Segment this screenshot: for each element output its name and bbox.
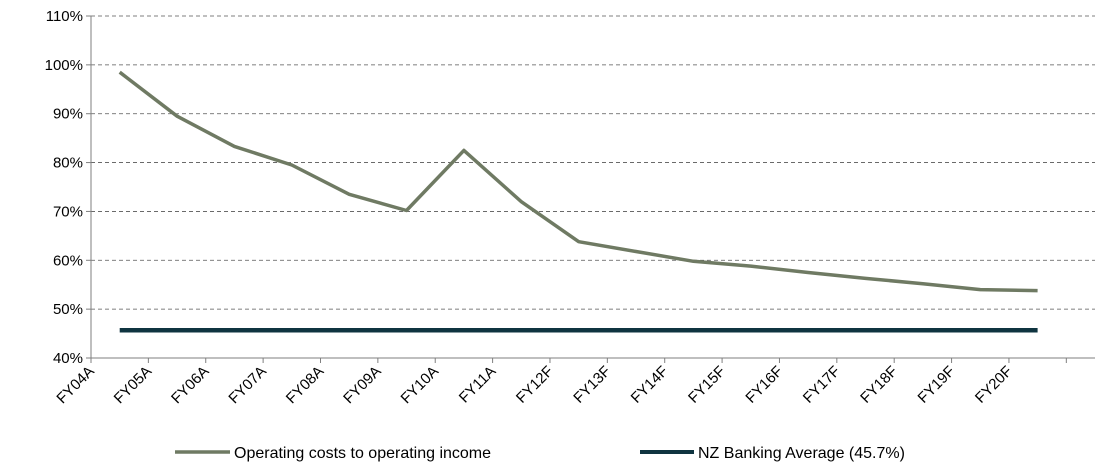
series-lines bbox=[118, 70, 1038, 333]
x-tick-label: FY09A bbox=[340, 363, 384, 407]
legend-entry-operating-costs: Operating costs to operating income bbox=[175, 445, 491, 462]
x-tick-label: FY19F bbox=[915, 363, 959, 407]
legend-entry-nz-banking-average: NZ Banking Average (45.7%) bbox=[640, 445, 905, 462]
x-tick-label: FY05A bbox=[111, 363, 155, 407]
x-tick-label: FY06A bbox=[168, 363, 212, 407]
x-tick-label: FY12F bbox=[513, 363, 557, 407]
x-tick-label: FY04A bbox=[53, 363, 97, 407]
y-tick-label: 90% bbox=[53, 106, 83, 123]
x-tick-label: FY15F bbox=[685, 363, 729, 407]
x-tick-label: FY11A bbox=[456, 363, 500, 407]
y-tick-label: 70% bbox=[53, 203, 83, 220]
x-tick-label: FY17F bbox=[800, 363, 844, 407]
x-tick-label: FY14F bbox=[628, 363, 672, 407]
x-tick-label: FY08A bbox=[283, 363, 327, 407]
y-tick-label: 60% bbox=[53, 252, 83, 269]
legend-label-nz-banking-average: NZ Banking Average (45.7%) bbox=[698, 445, 905, 462]
y-tick-label: 110% bbox=[46, 8, 83, 25]
y-tick-label: 100% bbox=[45, 57, 83, 74]
x-tick-labels: FY04A FY05A FY06A FY07A FY08A FY09A FY10A FY11A… bbox=[53, 358, 1067, 407]
x-tick-label: FY16F bbox=[742, 363, 786, 407]
x-tick-label: FY18F bbox=[857, 363, 901, 407]
y-tick-label: 40% bbox=[53, 350, 83, 367]
axes bbox=[90, 16, 1095, 359]
series-line-operating-costs bbox=[118, 70, 1038, 293]
grid-lines bbox=[91, 15, 1095, 310]
y-tick-label: 50% bbox=[53, 301, 83, 318]
legend: Operating costs to operating income NZ B… bbox=[175, 445, 905, 462]
legend-label-operating-costs: Operating costs to operating income bbox=[234, 445, 491, 462]
y-tick-labels: 40% 50% 60% 70% 80% 90% 100% 110% bbox=[45, 8, 91, 367]
x-tick-label: FY10A bbox=[398, 363, 442, 407]
x-tick-label: FY20F bbox=[972, 363, 1016, 407]
y-tick-label: 80% bbox=[53, 155, 83, 172]
x-tick-label: FY13F bbox=[570, 363, 614, 407]
x-tick-label: FY07A bbox=[225, 363, 269, 407]
